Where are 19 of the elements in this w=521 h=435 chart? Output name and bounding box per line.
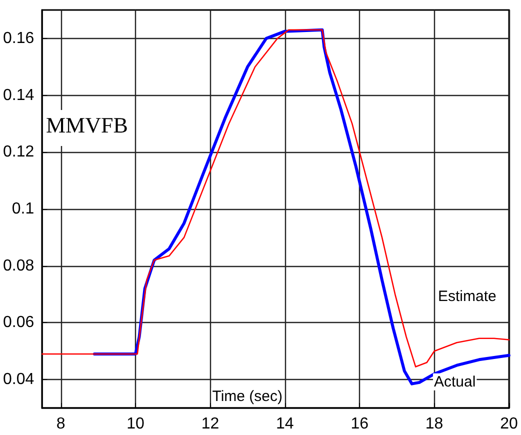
series-label: Actual xyxy=(434,373,476,390)
x-tick-label: 14 xyxy=(276,416,294,432)
line-series xyxy=(41,29,510,368)
y-tick-label: 0.06 xyxy=(3,314,34,332)
x-tick-label: 20 xyxy=(500,416,518,432)
text: Estimate xyxy=(438,288,496,305)
x-tick-label: 8 xyxy=(56,416,66,432)
y-tick-label: 0.04 xyxy=(3,371,34,388)
x-tick-label: 18 xyxy=(425,416,444,432)
y-tick-label: 0.08 xyxy=(3,257,34,274)
x-tick-label: 10 xyxy=(126,416,145,432)
y-tick-label: 0.12 xyxy=(3,144,34,161)
x-tick-label: 16 xyxy=(350,416,369,432)
x-axis-title: Time (sec) xyxy=(212,388,282,405)
annotation: MMVFB xyxy=(46,112,128,138)
y-tick-label: 0.16 xyxy=(3,30,34,47)
y-tick-label: 0.14 xyxy=(3,86,34,104)
x-tick-label: 12 xyxy=(201,416,220,432)
y-tick-label: 0.1 xyxy=(12,200,34,218)
